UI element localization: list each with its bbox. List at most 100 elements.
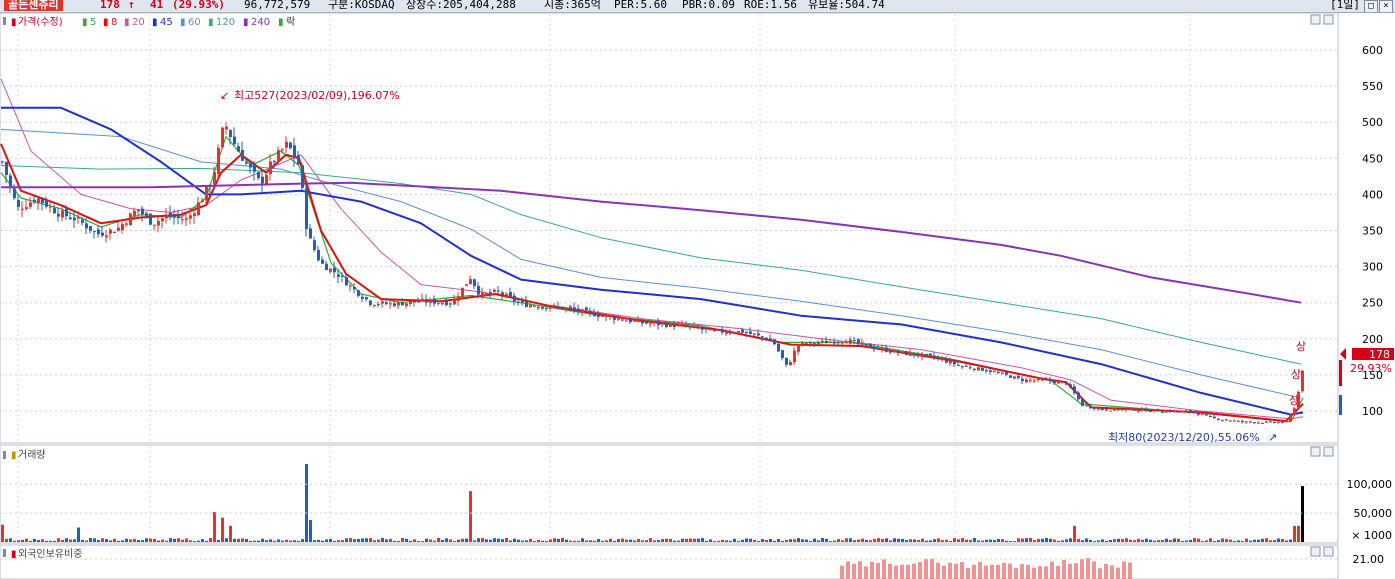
volume-pane-close-icon[interactable]: [1323, 446, 1334, 457]
volume-pane-handle-icon[interactable]: [3, 451, 6, 459]
volume-bar: [945, 539, 948, 542]
volume-bar: [693, 538, 696, 542]
candle-body: [497, 290, 500, 292]
candle-body: [849, 339, 852, 344]
price-tick-label: 250: [1362, 297, 1383, 310]
volume-bar: [89, 538, 92, 542]
period-selector[interactable]: [1일]: [1330, 0, 1360, 11]
volume-bar: [489, 539, 492, 542]
candle-body: [333, 267, 336, 273]
candle-body: [813, 343, 816, 345]
volume-bar: [853, 540, 856, 542]
volume-bar: [841, 540, 844, 542]
volume-bar: [797, 538, 800, 542]
volume-bar: [1245, 538, 1248, 542]
volume-bar: [617, 539, 620, 542]
volume-bar: [997, 538, 1000, 542]
pane-close-icon[interactable]: [1323, 14, 1334, 25]
low-arrow-icon: ↗: [1268, 431, 1277, 444]
candle-body: [697, 326, 700, 329]
volume-bar: [533, 541, 536, 542]
volume-bar: [157, 540, 160, 542]
candle-body: [869, 343, 872, 348]
price-axis-ticks: 100 150 200 250 300 350 400 450 500 550 600: [1362, 44, 1383, 418]
maximize-icon[interactable]: □: [1364, 0, 1378, 12]
candle-body: [973, 368, 976, 370]
foreign-pane-close-icon[interactable]: [1323, 546, 1334, 557]
candle-body: [1253, 422, 1256, 424]
volume-bar: [229, 525, 232, 542]
stock-name[interactable]: 골든센츄리: [4, 0, 63, 11]
volume-bar: [1173, 538, 1176, 542]
candle-body: [1009, 375, 1012, 378]
candle-body: [305, 188, 308, 230]
foreign-bar: [1038, 566, 1042, 579]
candle-body: [105, 235, 108, 238]
candle-body: [521, 300, 524, 303]
volume-bar: [429, 539, 432, 542]
candle-body: [577, 308, 580, 312]
volume-bar: [77, 527, 80, 542]
volume-bar: [1205, 540, 1208, 542]
volume-bar: [165, 540, 168, 542]
foreign-pane-minimize-icon[interactable]: [1310, 546, 1321, 557]
vertical-grid-lines: [17, 14, 1191, 542]
foreign-bar: [1074, 563, 1078, 579]
candle-body: [745, 331, 748, 333]
volume-bar: [577, 540, 580, 542]
candle-body: [981, 368, 984, 371]
volume-bar: [105, 539, 108, 542]
price-tick-label: 150: [1362, 369, 1383, 382]
foreign-bar: [936, 562, 940, 579]
volume-bar: [473, 540, 476, 542]
candle-body: [773, 339, 776, 345]
candle-body: [917, 354, 920, 357]
candle-body: [913, 353, 916, 356]
ma240-line: [1, 181, 1302, 304]
volume-bar: [305, 464, 308, 542]
volume-bar: [885, 538, 888, 542]
volume-bar: [133, 538, 136, 542]
volume-bar: [1013, 541, 1016, 542]
volume-bar: [917, 540, 920, 542]
candle-body: [897, 351, 900, 353]
candle-body: [665, 324, 668, 327]
candle-body: [721, 329, 724, 333]
candle-body: [477, 285, 480, 295]
volume-bar: [961, 538, 964, 542]
pane-minimize-icon[interactable]: [1310, 14, 1321, 25]
candle-body: [713, 330, 716, 332]
foreign-pane-handle-icon[interactable]: [3, 549, 6, 557]
close-icon[interactable]: ×: [1379, 0, 1393, 12]
candle-body: [717, 329, 720, 331]
candle-body: [901, 351, 904, 353]
volume-bar: [661, 539, 664, 542]
candle-body: [197, 202, 200, 216]
volume-bar: [321, 540, 324, 542]
volume-bar: [613, 540, 616, 542]
candle-body: [217, 147, 220, 175]
volume-bar: [121, 540, 124, 542]
pane-handle-icon[interactable]: [3, 17, 6, 25]
volume-bar: [49, 540, 52, 542]
candle-body: [641, 321, 644, 324]
volume-bar: [877, 538, 880, 542]
volume-pane-minimize-icon[interactable]: [1310, 446, 1321, 457]
candle-body: [113, 231, 116, 233]
candle-body: [337, 274, 340, 277]
volume-bar: [969, 539, 972, 542]
volume-bar: [13, 540, 16, 542]
volume-bar: [309, 520, 312, 542]
volume-bar: [913, 539, 916, 542]
candle-body: [1001, 372, 1004, 374]
volume-bar: [1197, 538, 1200, 542]
volume-bar: [477, 538, 480, 542]
candle-body: [41, 199, 44, 203]
volume-bar: [497, 538, 500, 542]
volume-bar: [73, 539, 76, 542]
candle-body: [1277, 422, 1280, 424]
candle-body: [861, 342, 864, 344]
candle-body: [301, 165, 304, 188]
volume-bar: [557, 538, 560, 542]
